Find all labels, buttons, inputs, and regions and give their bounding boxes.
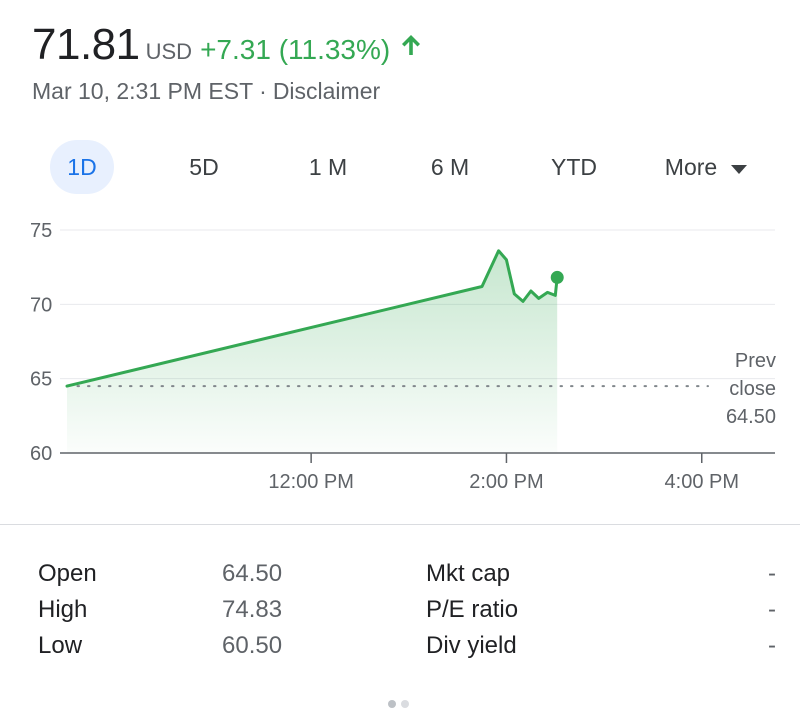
stats-row-low: Low 60.50 Div yield - — [0, 632, 800, 668]
stat-label-pe-ratio: P/E ratio — [426, 596, 519, 623]
range-tabs: 1D 5D 1 M 6 M YTD More — [0, 140, 800, 196]
stat-value-low: 60.50 — [222, 632, 283, 659]
x-axis: 12:00 PM 2:00 PM 4:00 PM — [60, 452, 775, 493]
current-price: 71.81 — [32, 20, 140, 69]
disclaimer-link[interactable]: Disclaimer — [272, 78, 381, 104]
quote-subline: Mar 10, 2:31 PM EST · Disclaimer — [32, 78, 380, 105]
stat-value-open: 64.50 — [222, 560, 283, 587]
y-tick-label: 65 — [30, 369, 52, 391]
chart-area-fill — [67, 250, 558, 453]
x-tick-label: 2:00 PM — [469, 471, 543, 493]
last-price-marker — [550, 270, 564, 284]
stats-row-open: Open 64.50 Mkt cap - — [0, 560, 800, 596]
y-tick-label: 75 — [30, 220, 52, 242]
divider — [0, 524, 800, 525]
stat-label-mkt-cap: Mkt cap — [426, 560, 511, 587]
y-tick-label: 70 — [30, 294, 52, 316]
tab-more-label: More — [664, 154, 718, 180]
x-tick-label: 4:00 PM — [665, 471, 739, 493]
price-change: +7.31 (11.33%) — [200, 34, 391, 65]
prev-close-text: close — [729, 378, 776, 400]
tab-ytd[interactable]: YTD — [551, 154, 597, 180]
separator-dot: · — [259, 78, 267, 104]
tab-6m[interactable]: 6 M — [430, 154, 470, 180]
tab-5d[interactable]: 5D — [189, 154, 219, 180]
stat-label-high: High — [38, 596, 88, 623]
tab-1d[interactable]: 1D — [50, 140, 114, 194]
price-row: 71.81 USD +7.31 (11.33%) — [32, 20, 422, 70]
y-tick-label: 60 — [30, 443, 52, 465]
stat-label-div-yield: Div yield — [426, 632, 517, 659]
stat-value-pe-ratio: - — [768, 596, 776, 623]
tab-1m[interactable]: 1 M — [308, 154, 348, 180]
stat-value-div-yield: - — [768, 632, 776, 659]
stat-label-open: Open — [38, 560, 97, 587]
caret-down-icon — [731, 140, 748, 194]
prev-close-text: 64.50 — [726, 406, 776, 428]
tab-more[interactable]: More — [646, 140, 766, 194]
y-axis: 60 65 70 75 — [30, 220, 52, 465]
prev-close-label: Prev close 64.50 — [726, 350, 776, 428]
page-indicator — [388, 695, 414, 713]
x-tick-label: 12:00 PM — [268, 471, 354, 493]
quote-timestamp: Mar 10, 2:31 PM EST — [32, 78, 254, 104]
price-chart: 60 65 70 75 12:00 PM 2:00 PM 4:00 PM Prev clos… — [30, 220, 776, 493]
stat-label-low: Low — [38, 632, 83, 659]
price-series-line — [65, 249, 559, 388]
stat-value-mkt-cap: - — [768, 560, 776, 587]
page-indicator-dot[interactable] — [388, 700, 396, 708]
currency-label: USD — [145, 39, 193, 64]
prev-close-text: Prev — [735, 350, 776, 372]
page-indicator-dot[interactable] — [401, 700, 409, 708]
stats-row-high: High 74.83 P/E ratio - — [0, 596, 800, 632]
chart-line — [65, 249, 564, 388]
stat-value-high: 74.83 — [222, 596, 283, 623]
arrow-up-icon — [400, 33, 422, 62]
area-fill — [67, 250, 558, 453]
